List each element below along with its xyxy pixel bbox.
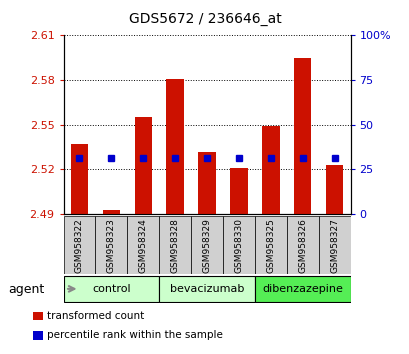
Bar	[63, 276, 159, 302]
Bar	[127, 216, 159, 274]
Bar	[229, 168, 247, 214]
Bar	[191, 216, 222, 274]
Bar	[325, 165, 343, 214]
Text: percentile rank within the sample: percentile rank within the sample	[47, 330, 222, 340]
Text: agent: agent	[8, 283, 44, 296]
Bar	[159, 276, 254, 302]
Text: GSM958328: GSM958328	[170, 218, 179, 273]
Text: GSM958330: GSM958330	[234, 218, 243, 273]
Bar	[63, 216, 95, 274]
Text: GDS5672 / 236646_at: GDS5672 / 236646_at	[128, 12, 281, 27]
Bar	[166, 79, 184, 214]
Bar	[134, 117, 152, 214]
Text: GSM958329: GSM958329	[202, 218, 211, 273]
Text: dibenzazepine: dibenzazepine	[262, 284, 342, 294]
Bar	[70, 144, 88, 214]
Bar	[261, 126, 279, 214]
Bar	[318, 216, 350, 274]
Bar	[254, 276, 350, 302]
Text: GSM958323: GSM958323	[107, 218, 116, 273]
Bar	[198, 152, 215, 214]
Bar	[286, 216, 318, 274]
Text: control: control	[92, 284, 130, 294]
Bar	[159, 216, 191, 274]
Text: GSM958322: GSM958322	[75, 218, 84, 273]
Text: bevacizumab: bevacizumab	[169, 284, 244, 294]
Bar	[293, 58, 311, 214]
Bar	[95, 216, 127, 274]
Bar	[222, 216, 254, 274]
Bar	[102, 210, 120, 214]
Text: GSM958324: GSM958324	[138, 218, 147, 273]
Text: GSM958327: GSM958327	[329, 218, 338, 273]
Text: GSM958326: GSM958326	[297, 218, 306, 273]
Text: GSM958325: GSM958325	[266, 218, 275, 273]
Text: transformed count: transformed count	[47, 311, 144, 321]
Bar	[254, 216, 286, 274]
